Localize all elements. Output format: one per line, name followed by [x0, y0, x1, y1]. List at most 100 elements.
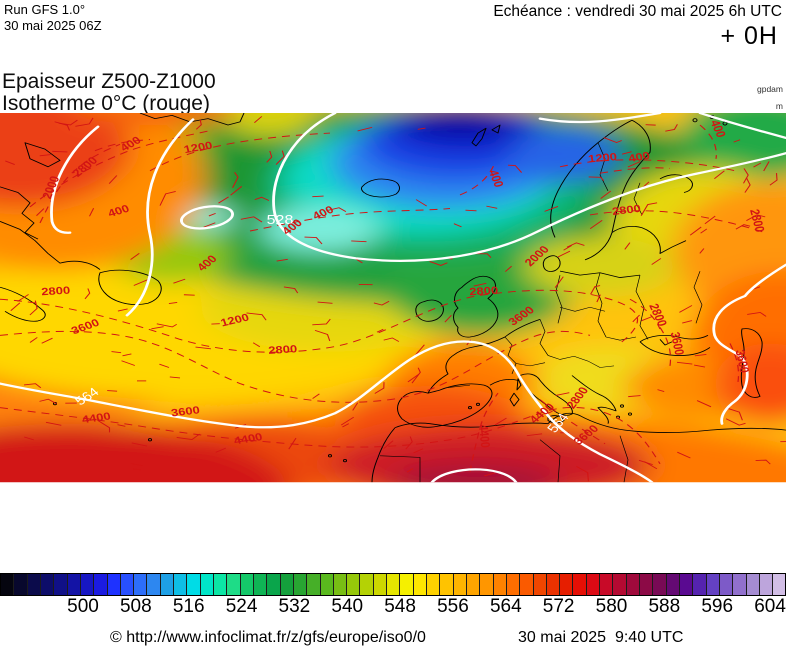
colorbar-cell: [307, 574, 321, 595]
colorbar-cell: [506, 574, 521, 595]
isotherm-contour-label: 400: [486, 169, 506, 189]
colorbar-ticks: 500 508 516 524 532 540 548 556 564 572 580 588 596 6…: [0, 596, 786, 620]
colorbar-cell: [719, 574, 734, 595]
isotherm-contour-label: 2800: [611, 203, 642, 218]
isotherm-contour-label: 3600: [667, 331, 686, 356]
colorbar-tick: 524: [225, 596, 258, 617]
colorbar-cell: [200, 574, 214, 595]
unit-m-label: m: [775, 101, 783, 111]
colorbar-tick: 604: [754, 596, 786, 617]
colorbar-cell: [520, 574, 534, 595]
isotherm-contour-label: 3600: [170, 404, 201, 419]
parameter-title: Epaisseur Z500-Z1000: [2, 70, 216, 93]
colorbar-cell: [600, 574, 614, 595]
colorbar-cell: [613, 574, 627, 595]
colorbar-cell: [253, 574, 268, 595]
colorbar-tick: 588: [648, 596, 681, 617]
run-model-label: Run GFS 1.0°: [4, 2, 86, 17]
colorbar-tick: 532: [278, 596, 311, 617]
colorbar-cell: [466, 574, 481, 595]
colorbar-cell: [67, 574, 81, 595]
colorbar-cell: [1, 574, 15, 595]
colorbar-cell: [666, 574, 680, 595]
colorbar-cell: [174, 574, 188, 595]
colorbar-cell: [493, 574, 507, 595]
thickness-color-field: [0, 113, 786, 483]
colorbar-cell: [427, 574, 441, 595]
colorbar-cell: [333, 574, 348, 595]
run-date-label: 30 mai 2025 06Z: [4, 18, 102, 33]
colorbar-cell: [134, 574, 148, 595]
isotherm-contour-label: 1200: [183, 140, 215, 156]
colorbar-tick: 516: [172, 596, 205, 617]
colorbar-cell: [440, 574, 454, 595]
isotherm-contour-label: 2800: [41, 285, 71, 298]
colorbar-cell: [533, 574, 547, 595]
thickness-map: 528 564 564 400 1200 2800 2000 400 400 400 400 1200…: [0, 113, 786, 573]
isotherm-contour-label: 2800: [469, 285, 499, 298]
colorbar-cell: [267, 574, 281, 595]
overlay-title: Isotherme 0°C (rouge): [2, 92, 210, 115]
colorbar-cell: [187, 574, 201, 595]
colorbar-tick: 548: [384, 596, 416, 617]
colorbar-cell: [706, 574, 720, 595]
colorbar-tick: 540: [331, 596, 364, 617]
colorbar-tick: 556: [437, 596, 469, 617]
colorbar-cell: [653, 574, 667, 595]
thickness-contours: [0, 113, 786, 483]
colorbar-cell: [626, 574, 640, 595]
colorbar-cell: [480, 574, 494, 595]
isotherm-contour-label: 4400: [475, 424, 492, 448]
colorbar-cell: [746, 574, 760, 595]
colorbar-cell: [640, 574, 654, 595]
colorbar-cell: [773, 574, 786, 595]
isotherm-contour-label: 400: [627, 150, 652, 165]
colorbar-cell: [693, 574, 707, 595]
isotherm-dashes: [5, 116, 786, 482]
coastlines: [0, 113, 786, 483]
colorbar-cell: [400, 574, 414, 595]
isotherm-contour-label: 4400: [233, 431, 265, 447]
colorbar-tick: 508: [119, 596, 152, 617]
isotherm-contour-label: 4400: [81, 410, 112, 425]
country-borders: [379, 142, 703, 483]
colorbar-cell: [227, 574, 241, 595]
colorbar-cell: [27, 574, 41, 595]
colorbar-cell: [107, 574, 121, 595]
colorbar-tick: 564: [489, 596, 522, 617]
colorbar-cell: [560, 574, 574, 595]
isotherm-contour-label: 400: [707, 119, 728, 140]
colorbar-cell: [240, 574, 254, 595]
isotherm-contour-label: 1200: [587, 151, 618, 165]
isotherm-contour-label: 2800: [268, 343, 298, 356]
colorbar-cell: [586, 574, 601, 595]
colorbar-cell: [147, 574, 161, 595]
isotherm-contour-label: 400: [106, 203, 132, 220]
colorbar-tick: 580: [595, 596, 628, 617]
colorbar-tick: 500: [67, 596, 99, 617]
colorbar-tick: 572: [542, 596, 575, 617]
colorbar-cell: [759, 574, 774, 595]
thickness-contour-label: 528: [267, 213, 294, 227]
colorbar-cell: [80, 574, 95, 595]
colorbar-cell: [40, 574, 55, 595]
colorbar-cell: [360, 574, 374, 595]
colorbar-tick: 596: [701, 596, 734, 617]
colorbar-cell: [573, 574, 587, 595]
isotherm-contour-label: 2800: [747, 208, 767, 233]
colorbar-cell: [94, 574, 108, 595]
forecast-step-label: + 0H: [720, 22, 778, 50]
copyright-url: © http://www.infoclimat.fr/z/gfs/europe/…: [110, 629, 426, 646]
colorbar-cell: [347, 574, 361, 595]
colorbar-cell: [280, 574, 294, 595]
colorbar-cell: [387, 574, 401, 595]
colorbar-cell: [546, 574, 561, 595]
colorbar-cell: [120, 574, 135, 595]
colorbar: [0, 573, 786, 596]
colorbar-cell: [320, 574, 334, 595]
unit-gpdam-label: gpdam: [757, 84, 783, 94]
colorbar-cell: [733, 574, 747, 595]
colorbar-cell: [373, 574, 388, 595]
